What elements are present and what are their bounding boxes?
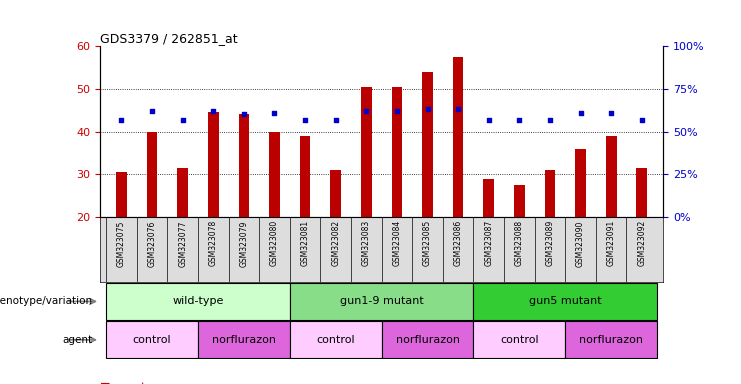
- Point: [483, 116, 495, 122]
- Point: [422, 106, 433, 113]
- Point: [574, 110, 586, 116]
- Bar: [290, 321, 382, 358]
- Bar: [483, 179, 494, 217]
- Text: norflurazon: norflurazon: [396, 335, 459, 345]
- Text: GSM323091: GSM323091: [607, 220, 616, 266]
- Text: gun1-9 mutant: gun1-9 mutant: [339, 296, 424, 306]
- Bar: [290, 283, 473, 320]
- Text: GSM323089: GSM323089: [545, 220, 554, 266]
- Bar: [453, 57, 463, 217]
- Bar: [198, 321, 290, 358]
- Text: control: control: [500, 335, 539, 345]
- Bar: [269, 131, 280, 217]
- Text: control: control: [133, 335, 171, 345]
- Bar: [361, 87, 372, 217]
- Text: ■ count: ■ count: [100, 382, 145, 384]
- Text: GSM323090: GSM323090: [576, 220, 585, 266]
- Text: agent: agent: [62, 335, 93, 345]
- Bar: [106, 321, 198, 358]
- Text: GSM323092: GSM323092: [637, 220, 646, 266]
- Text: norflurazon: norflurazon: [579, 335, 643, 345]
- Bar: [473, 283, 657, 320]
- Text: GSM323080: GSM323080: [270, 220, 279, 266]
- Bar: [565, 321, 657, 358]
- Bar: [147, 131, 157, 217]
- Bar: [391, 87, 402, 217]
- Point: [544, 116, 556, 122]
- Bar: [473, 321, 565, 358]
- Text: control: control: [316, 335, 355, 345]
- Point: [636, 116, 648, 122]
- Text: GSM323081: GSM323081: [301, 220, 310, 266]
- Text: GSM323076: GSM323076: [147, 220, 156, 266]
- Text: GSM323086: GSM323086: [453, 220, 462, 266]
- Text: GSM323082: GSM323082: [331, 220, 340, 266]
- Bar: [208, 112, 219, 217]
- Text: genotype/variation: genotype/variation: [0, 296, 93, 306]
- Point: [514, 116, 525, 122]
- Bar: [116, 172, 127, 217]
- Point: [605, 110, 617, 116]
- Text: GSM323083: GSM323083: [362, 220, 370, 266]
- Text: GSM323085: GSM323085: [423, 220, 432, 266]
- Bar: [545, 170, 555, 217]
- Text: wild-type: wild-type: [173, 296, 224, 306]
- Text: GSM323077: GSM323077: [178, 220, 187, 266]
- Point: [360, 108, 372, 114]
- Bar: [382, 321, 473, 358]
- Point: [207, 108, 219, 114]
- Text: norflurazon: norflurazon: [212, 335, 276, 345]
- Text: GDS3379 / 262851_at: GDS3379 / 262851_at: [100, 32, 238, 45]
- Text: GSM323075: GSM323075: [117, 220, 126, 266]
- Point: [116, 116, 127, 122]
- Point: [177, 116, 189, 122]
- Text: GSM323088: GSM323088: [515, 220, 524, 266]
- Bar: [106, 283, 290, 320]
- Point: [268, 110, 280, 116]
- Point: [238, 111, 250, 118]
- Bar: [637, 168, 647, 217]
- Text: GSM323087: GSM323087: [484, 220, 494, 266]
- Bar: [514, 185, 525, 217]
- Bar: [330, 170, 341, 217]
- Bar: [575, 149, 586, 217]
- Text: gun5 mutant: gun5 mutant: [529, 296, 602, 306]
- Bar: [177, 168, 188, 217]
- Point: [146, 108, 158, 114]
- Bar: [422, 72, 433, 217]
- Text: GSM323084: GSM323084: [393, 220, 402, 266]
- Text: GSM323078: GSM323078: [209, 220, 218, 266]
- Bar: [239, 114, 249, 217]
- Point: [299, 116, 311, 122]
- Point: [330, 116, 342, 122]
- Text: GSM323079: GSM323079: [239, 220, 248, 266]
- Point: [452, 106, 464, 113]
- Bar: [300, 136, 310, 217]
- Bar: [606, 136, 617, 217]
- Point: [391, 108, 403, 114]
